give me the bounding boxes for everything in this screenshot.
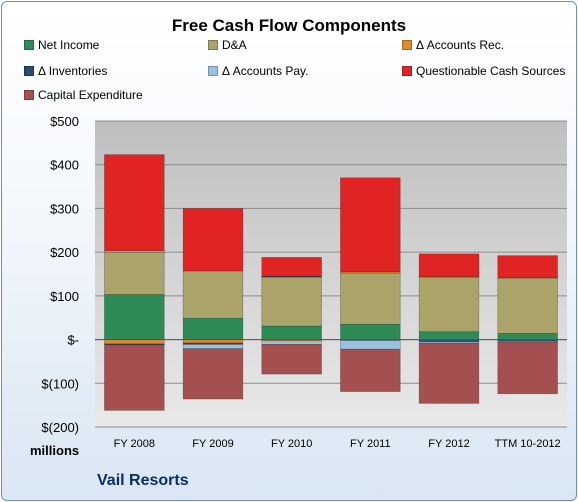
legend-swatch (208, 66, 218, 76)
bar-segment (261, 340, 322, 345)
bar-segment (261, 257, 322, 277)
bar-segment (182, 208, 244, 272)
legend-item: Questionable Cash Sources (402, 63, 565, 79)
y-tick-label: $- (67, 333, 79, 348)
bar-segment (340, 177, 401, 273)
legend-item: D&A (208, 37, 247, 53)
legend-item: Δ Accounts Pay. (208, 63, 309, 79)
y-tick-label: $400 (50, 158, 79, 173)
company-name: Vail Resorts (97, 472, 189, 489)
x-tick-label: FY 2010 (271, 438, 312, 450)
bar-segment (497, 341, 558, 395)
bar-segment (104, 344, 165, 411)
legend-swatch (24, 90, 34, 100)
legend-swatch (402, 66, 412, 76)
chart-title: Free Cash Flow Components (171, 16, 407, 35)
bar-segment (104, 339, 165, 345)
legend-swatch (402, 40, 412, 50)
bar-segment (497, 333, 558, 340)
legend-label: Questionable Cash Sources (416, 64, 566, 78)
x-tick-label: FY 2011 (350, 438, 391, 450)
bar-segment (340, 340, 401, 350)
bar-segment (418, 342, 480, 404)
legend-swatch (24, 66, 34, 76)
x-tick-label: TTM 10-2012 (495, 438, 561, 450)
legend-swatch (208, 40, 218, 50)
bar-segment (261, 276, 322, 327)
y-tick-label: $300 (50, 201, 79, 216)
y-tick-label: $(200) (41, 420, 79, 435)
y-tick-label: $200 (50, 245, 79, 260)
bar-segment (182, 344, 244, 350)
bar-segment (497, 277, 558, 334)
y-tick-label: $100 (50, 289, 79, 304)
legend-label: Capital Expenditure (38, 88, 143, 102)
bar-segment (182, 339, 244, 344)
bar-segment (418, 276, 480, 333)
legend-swatch (24, 40, 34, 50)
legend-item: Capital Expenditure (24, 87, 143, 103)
y-tick-label: $(100) (41, 376, 79, 391)
legend-label: D&A (222, 38, 247, 52)
legend-label: Δ Accounts Rec. (416, 38, 505, 52)
bar-segment (104, 154, 165, 252)
bar-segment (340, 348, 401, 392)
x-tick-label: FY 2008 (114, 438, 155, 450)
legend-item: Net Income (24, 37, 99, 53)
bar-segment (418, 253, 480, 277)
bar-segment (182, 348, 244, 400)
bar-segment (497, 255, 558, 278)
legend-label: Δ Accounts Pay. (222, 64, 309, 78)
bar-segment (104, 294, 165, 340)
bar-segment (340, 323, 401, 340)
bar-segment (182, 270, 244, 319)
x-tick-label: FY 2012 (428, 438, 469, 450)
legend-item: Δ Inventories (24, 63, 107, 79)
bar-segment (261, 344, 322, 375)
bar-segment (182, 317, 244, 340)
legend-label: Δ Inventories (38, 64, 108, 78)
bar-segment (340, 271, 401, 274)
bar-segment (261, 325, 322, 340)
bar-segment (104, 251, 165, 295)
legend-label: Net Income (38, 38, 100, 52)
y-tick-label: $500 (50, 114, 79, 129)
plot-area (95, 121, 567, 427)
bar-segment (418, 331, 480, 340)
units-label: millions (30, 443, 80, 458)
legend-item: Δ Accounts Rec. (402, 37, 504, 53)
bar-segment (340, 272, 401, 325)
x-tick-label: FY 2009 (192, 438, 233, 450)
